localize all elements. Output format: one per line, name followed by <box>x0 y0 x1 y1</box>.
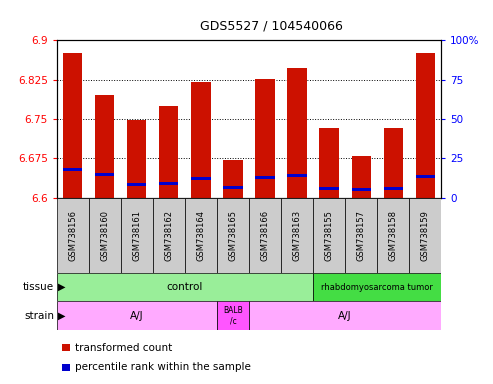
Bar <box>185 198 217 273</box>
Bar <box>127 120 146 198</box>
Text: ▶: ▶ <box>58 311 65 321</box>
Bar <box>319 129 339 198</box>
Bar <box>384 187 403 190</box>
Bar <box>345 198 377 273</box>
Bar <box>281 198 313 273</box>
Bar <box>191 82 211 198</box>
Text: GSM738157: GSM738157 <box>356 210 366 261</box>
Bar <box>255 79 275 198</box>
Text: GDS5527 / 104540066: GDS5527 / 104540066 <box>200 20 343 33</box>
Text: GSM738163: GSM738163 <box>292 210 302 261</box>
Text: GSM738160: GSM738160 <box>100 210 109 261</box>
Bar <box>416 53 435 198</box>
Text: GSM738159: GSM738159 <box>421 210 430 261</box>
Text: strain: strain <box>24 311 54 321</box>
Text: control: control <box>167 282 203 292</box>
Bar <box>217 198 249 273</box>
Bar <box>57 301 217 330</box>
Text: GSM738166: GSM738166 <box>260 210 270 261</box>
Text: GSM738164: GSM738164 <box>196 210 206 261</box>
Bar <box>95 172 114 176</box>
Bar <box>121 198 153 273</box>
Bar <box>63 53 82 198</box>
Bar <box>57 273 313 301</box>
Bar <box>249 198 281 273</box>
Text: GSM738158: GSM738158 <box>388 210 398 261</box>
Text: GSM738156: GSM738156 <box>68 210 77 261</box>
Bar <box>95 96 114 198</box>
Bar <box>287 174 307 177</box>
Text: BALB
/c: BALB /c <box>223 306 243 326</box>
Text: rhabdomyosarcoma tumor: rhabdomyosarcoma tumor <box>321 283 433 291</box>
Bar <box>89 198 121 273</box>
Text: GSM738165: GSM738165 <box>228 210 238 261</box>
Bar <box>384 129 403 198</box>
Bar <box>249 301 441 330</box>
Bar <box>127 182 146 186</box>
Bar <box>409 198 441 273</box>
Bar <box>416 175 435 178</box>
Bar <box>63 168 82 171</box>
Bar <box>313 198 345 273</box>
Bar <box>352 188 371 192</box>
Bar <box>255 176 275 179</box>
Bar <box>191 177 211 180</box>
Text: ▶: ▶ <box>58 282 65 292</box>
Text: A/J: A/J <box>338 311 352 321</box>
Bar <box>223 160 243 198</box>
Bar <box>217 301 249 330</box>
Text: GSM738155: GSM738155 <box>324 210 334 261</box>
Bar <box>159 106 178 198</box>
Bar <box>377 198 409 273</box>
Text: GSM738162: GSM738162 <box>164 210 174 261</box>
Bar <box>223 186 243 189</box>
Text: percentile rank within the sample: percentile rank within the sample <box>75 362 251 372</box>
Bar <box>319 187 339 190</box>
Bar <box>287 68 307 198</box>
Bar <box>153 198 185 273</box>
Text: A/J: A/J <box>130 311 143 321</box>
Bar <box>159 182 178 185</box>
Text: tissue: tissue <box>23 282 54 292</box>
Text: transformed count: transformed count <box>75 343 173 353</box>
Bar <box>352 156 371 198</box>
Bar <box>313 273 441 301</box>
Text: GSM738161: GSM738161 <box>132 210 141 261</box>
Bar <box>57 198 89 273</box>
